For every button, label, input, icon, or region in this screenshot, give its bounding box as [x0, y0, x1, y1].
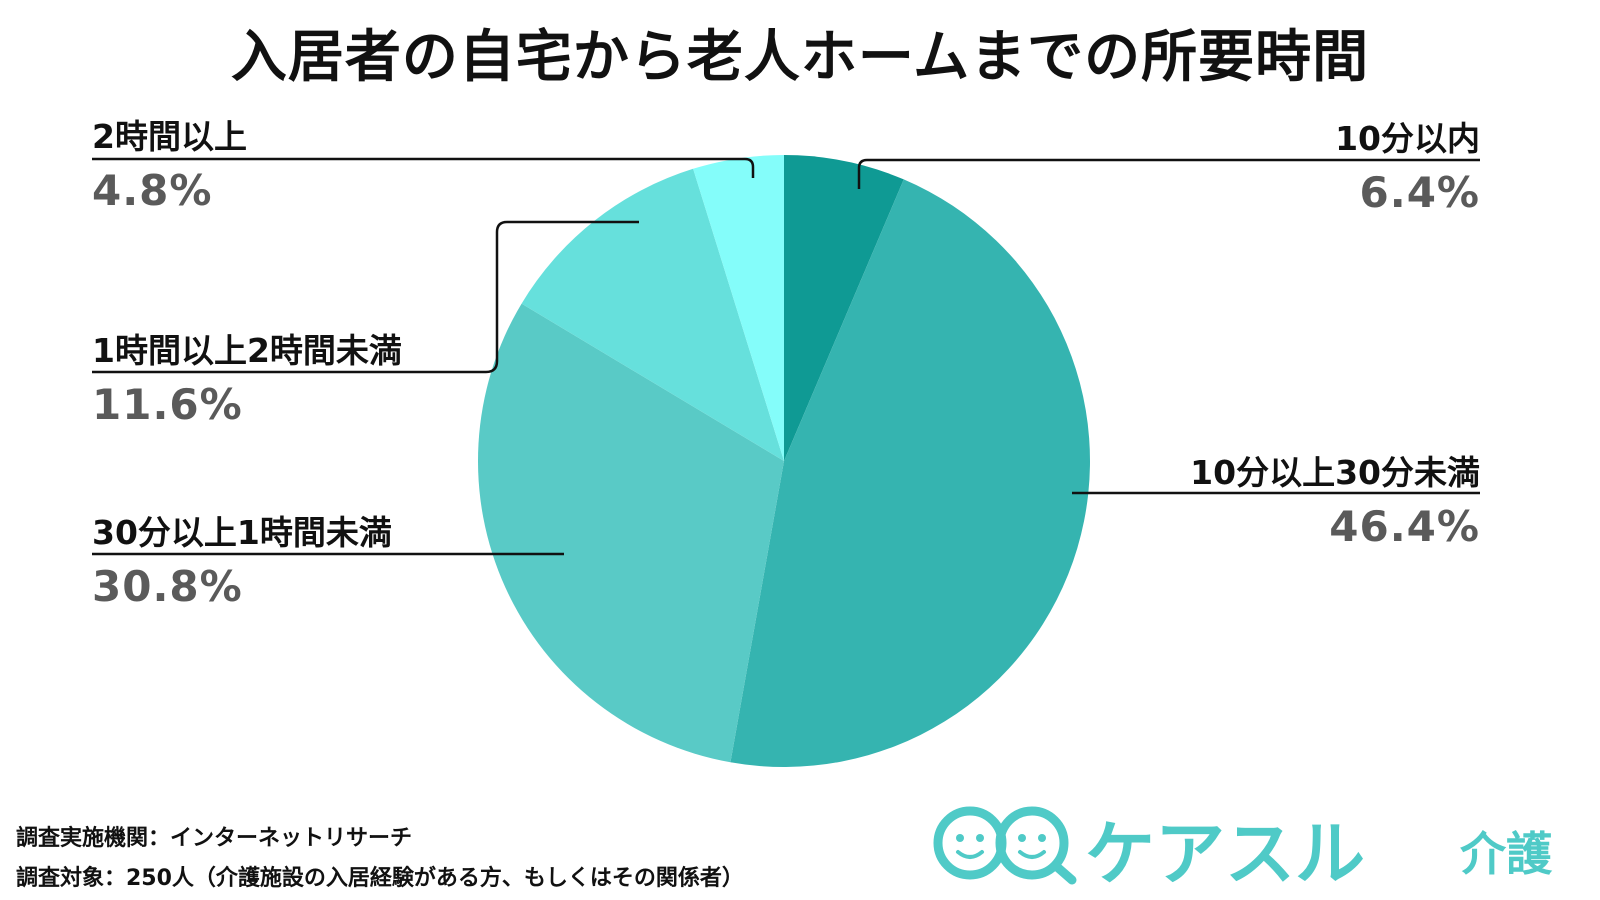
slice-value-10min: 6.4%	[1360, 168, 1480, 217]
brand-sub: 介護	[1460, 827, 1552, 881]
leader-line-2h	[92, 157, 755, 178]
pie-slice-1-2h	[521, 168, 784, 461]
brand-logo[interactable]: ケアスル 介護	[930, 796, 1590, 895]
survey-org-note: 調査実施機関：インターネットリサーチ	[16, 826, 413, 851]
pie-slice-10min	[784, 155, 904, 461]
slice-label-10-30min: 10分以上30分未満	[1190, 453, 1480, 492]
pie-slice-2h	[693, 155, 784, 461]
chart-title: 入居者の自宅から老人ホームまでの所要時間	[230, 25, 1370, 90]
pie-slice-30min-1h	[478, 303, 784, 763]
survey-target-note: 調査対象：250人（介護施設の入居経験がある方、もしくはその関係者）	[16, 866, 744, 891]
slice-label-30min-1h: 30分以上1時間未満	[92, 513, 392, 552]
slice-value-10-30min: 46.4%	[1329, 502, 1480, 551]
brand-name: ケアスル	[1085, 813, 1365, 895]
leader-line-1-2h	[92, 220, 639, 374]
slice-label-2h: 2時間以上	[92, 117, 247, 156]
slice-value-1-2h: 11.6%	[92, 380, 243, 429]
slice-label-1-2h: 1時間以上2時間未満	[92, 331, 402, 370]
pie-slice-10-30min	[730, 179, 1090, 767]
slice-value-30min-1h: 30.8%	[92, 562, 243, 611]
slice-value-2h: 4.8%	[92, 166, 212, 215]
smiley-faces-icon	[933, 806, 1077, 885]
slice-label-10min: 10分以内	[1335, 119, 1480, 158]
leader-line-10min	[857, 158, 1480, 189]
